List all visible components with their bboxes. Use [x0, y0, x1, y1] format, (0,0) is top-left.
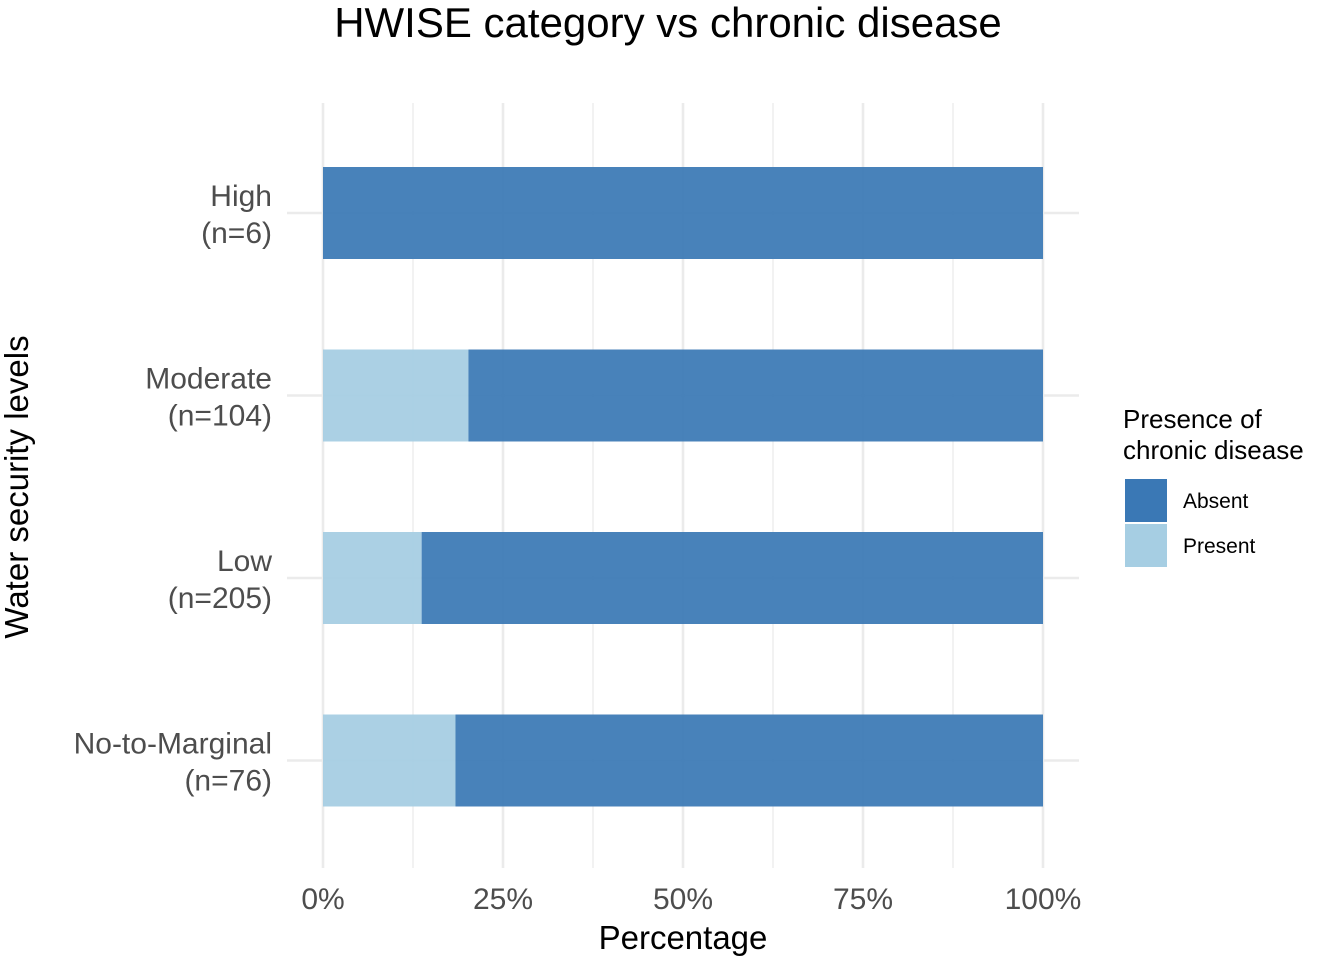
x-tick-label: 50% — [653, 883, 713, 916]
bar-present-moderate — [323, 349, 469, 442]
y-tick-label: Moderate — [145, 363, 272, 396]
bar-absent-high — [323, 167, 1043, 259]
legend-title-line-2: chronic disease — [1123, 435, 1304, 465]
y-tick-count-label: (n=76) — [184, 765, 272, 798]
legend: Presence of chronic disease Absent Presen… — [1123, 404, 1304, 567]
legend-items: Absent Present — [1125, 479, 1256, 567]
legend-key-absent — [1125, 479, 1167, 522]
y-tick-label: High — [210, 180, 272, 213]
y-tick-count-label: (n=205) — [168, 582, 272, 615]
y-axis-title: Water security levels — [0, 335, 35, 638]
x-tick-label: 75% — [833, 883, 893, 916]
bar-absent-moderate — [468, 349, 1043, 442]
y-tick-label: Low — [217, 545, 272, 578]
y-tick-label: No-to-Marginal — [74, 728, 272, 761]
x-tick-label: 100% — [1005, 883, 1082, 916]
bar-present-low — [323, 532, 422, 624]
y-axis-labels: High (n=6) Moderate (n=104) Low (n=205) No-to-… — [74, 180, 273, 798]
y-tick-count-label: (n=104) — [168, 400, 272, 433]
x-axis-title: Percentage — [599, 919, 768, 956]
bar-present-no-to-marginal — [323, 714, 456, 807]
y-tick-count-label: (n=6) — [201, 217, 272, 250]
bars — [323, 167, 1044, 807]
chart-title: HWISE category vs chronic disease — [334, 0, 1002, 46]
x-tick-label: 25% — [473, 883, 533, 916]
legend-label-absent: Absent — [1183, 490, 1249, 513]
bar-absent-low — [421, 532, 1043, 624]
x-axis-labels: 0% 25% 50% 75% 100% — [301, 883, 1081, 916]
bar-absent-no-to-marginal — [455, 714, 1044, 807]
legend-label-present: Present — [1183, 535, 1256, 558]
legend-key-present — [1125, 524, 1167, 567]
legend-title-line-1: Presence of — [1123, 404, 1263, 434]
x-tick-label: 0% — [301, 883, 344, 916]
